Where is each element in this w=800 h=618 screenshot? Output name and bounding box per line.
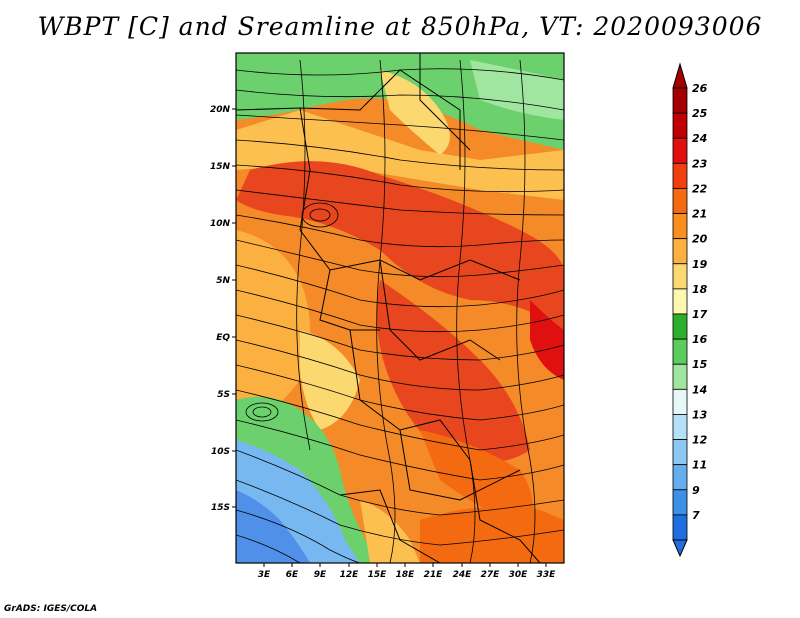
- colorbar-label: 7: [692, 509, 700, 522]
- lon-ticks: [263, 563, 547, 567]
- colorbar-swatch: [672, 414, 688, 440]
- lon-label: 6E: [286, 570, 299, 580]
- colorbar-swatch: [672, 338, 688, 365]
- lon-label: 30E: [509, 570, 529, 580]
- lon-label: 18E: [396, 570, 416, 580]
- colorbar-swatch: [672, 263, 688, 290]
- lon-axis: 3E 6E 9E 12E 15E 18E 21E 24E 27E 30E 33E: [258, 570, 556, 580]
- country-borders: [236, 53, 541, 563]
- colorbar-label: 22: [692, 182, 708, 195]
- colorbar-label: 19: [692, 258, 708, 271]
- colorbar-label: 26: [692, 82, 708, 95]
- colorbar-swatch: [672, 363, 688, 390]
- lon-label: 27E: [481, 570, 501, 580]
- lat-axis: 20N 15N 10N 5N EQ 5S 10S 15S: [210, 105, 231, 513]
- colorbar-label: 11: [692, 459, 707, 472]
- colorbar-swatch: [672, 188, 688, 214]
- colorbar-swatch: [672, 288, 688, 315]
- lat-label: 10N: [210, 219, 231, 229]
- colorbar-swatch: [672, 137, 688, 164]
- colorbar-label: 23: [692, 157, 708, 170]
- colorbar-label: 17: [692, 308, 708, 321]
- lon-label: 24E: [453, 570, 473, 580]
- lat-label: 10S: [211, 447, 230, 457]
- colorbar-swatch: [672, 238, 688, 265]
- lat-label: 15N: [210, 162, 231, 172]
- credit-text: GrADS: IGES/COLA: [4, 604, 98, 614]
- colorbar-label: 9: [692, 484, 700, 497]
- lat-label: 5N: [216, 276, 230, 286]
- lat-label: EQ: [216, 333, 230, 343]
- lon-label: 12E: [340, 570, 360, 580]
- colorbar-top-arrow: [672, 62, 688, 89]
- colorbar-label: 21: [692, 208, 707, 221]
- lon-label: 33E: [537, 570, 557, 580]
- lon-label: 21E: [424, 570, 444, 580]
- colorbar-swatch: [672, 489, 688, 516]
- colorbar-swatch: [672, 213, 688, 240]
- colorbar-label: 20: [692, 233, 708, 246]
- map-title: WBPT [C] and Sreamline at 850hPa, VT: 20…: [37, 12, 763, 41]
- colorbar-label: 14: [692, 383, 707, 396]
- lon-label: 15E: [368, 570, 388, 580]
- colorbar-label: 13: [692, 408, 708, 421]
- lat-label: 20N: [210, 105, 231, 115]
- colorbar-label: 15: [692, 358, 708, 371]
- lon-label: 3E: [258, 570, 271, 580]
- colorbar-label: 12: [692, 434, 708, 447]
- colorbar-label: 24: [692, 132, 707, 145]
- colorbar-swatch: [672, 514, 688, 541]
- colorbar-label: 16: [692, 333, 708, 346]
- colorbar-swatch: [672, 87, 688, 114]
- colorbar-swatch: [672, 439, 688, 466]
- lat-label: 5S: [217, 390, 230, 400]
- plot-frame: [235, 52, 565, 564]
- lon-label: 9E: [314, 570, 327, 580]
- lat-label: 15S: [211, 503, 230, 513]
- colorbar-swatch: [672, 464, 688, 491]
- streamlines: [236, 59, 564, 563]
- colorbar-swatch: [672, 313, 688, 340]
- colorbar-label: 18: [692, 283, 708, 296]
- colorbar-bottom-arrow: [672, 539, 688, 558]
- colorbar-swatch: [672, 162, 688, 189]
- colorbar-label: 25: [692, 107, 708, 120]
- wbpt-field: [236, 53, 564, 563]
- colorbar-swatch: [672, 388, 688, 415]
- colorbar-swatch: [672, 112, 688, 139]
- colorbar: 26 25 24 23 22 21 20 19 18 17 16 15 14 13 12 11 9 7: [672, 62, 708, 558]
- lat-ticks: [232, 108, 236, 508]
